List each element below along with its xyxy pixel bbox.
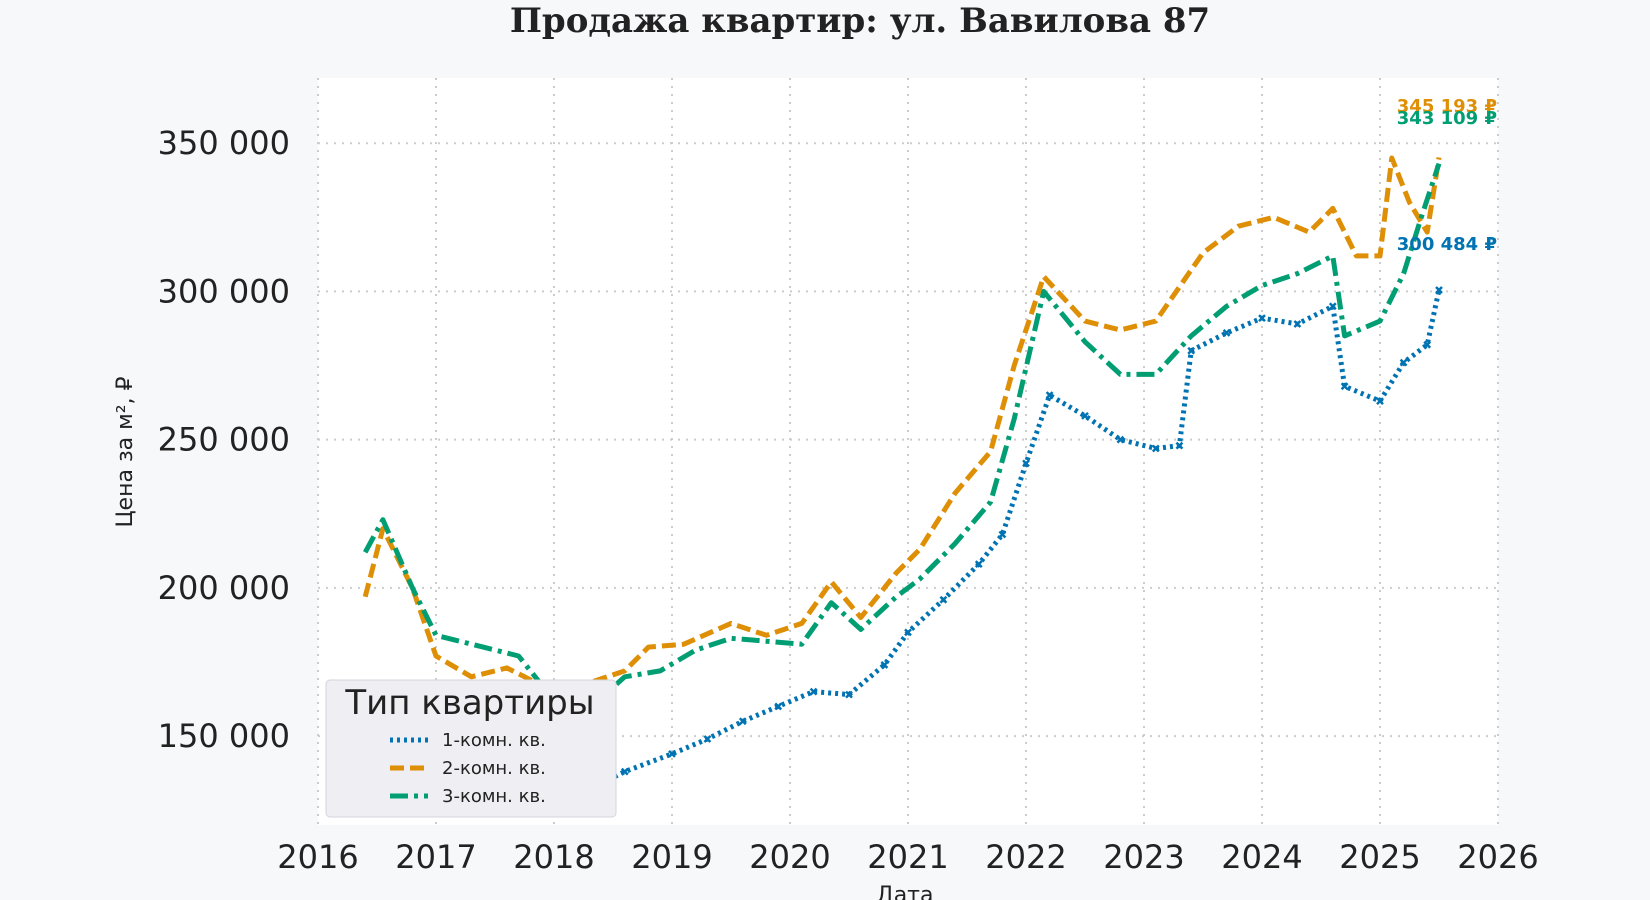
- series-point: [1293, 320, 1302, 328]
- series-point: [1222, 329, 1231, 337]
- legend-entry: 3-комн. кв.: [442, 786, 546, 807]
- series-point: [738, 717, 747, 726]
- end-value-label: 300 484 ₽: [1397, 234, 1497, 255]
- series-point: [1258, 314, 1266, 322]
- legend-entry: 2-комн. кв.: [442, 758, 546, 779]
- x-tick-label: 2023: [1103, 838, 1184, 876]
- x-tick-label: 2017: [395, 838, 476, 876]
- series-point: [1151, 444, 1160, 453]
- y-axis-label: Цена за м², ₽: [113, 376, 138, 527]
- x-tick-label: 2025: [1339, 838, 1420, 876]
- x-tick-label: 2022: [985, 838, 1066, 876]
- series-point: [1175, 441, 1184, 450]
- series-point: [703, 735, 712, 743]
- x-tick-label: 2016: [277, 838, 358, 876]
- x-tick-label: 2020: [749, 838, 830, 876]
- series-point: [1045, 391, 1054, 400]
- series-point: [620, 767, 629, 776]
- series-point: [1399, 358, 1408, 367]
- end-value-label: 343 109 ₽: [1397, 108, 1497, 129]
- tick-labels: 2016 2017 2018 2019 2020 2021 2022 2023 2024 2025…: [158, 124, 1539, 876]
- series-point: [904, 628, 912, 637]
- x-tick-label: 2019: [631, 838, 712, 876]
- legend-box: [325, 679, 617, 818]
- x-tick-label: 2024: [1221, 838, 1302, 876]
- y-tick-label: 350 000: [158, 124, 290, 162]
- chart-title: Продажа квартир: ул. Вавилова 87: [510, 1, 1210, 41]
- series-point: [1328, 302, 1337, 311]
- series-point: [845, 690, 853, 699]
- series-point: [974, 560, 983, 569]
- series-point: [668, 749, 676, 758]
- end-value-label: 345 193 ₽: [1397, 96, 1497, 117]
- series-point: [939, 595, 948, 604]
- y-tick-label: 300 000: [158, 272, 290, 310]
- series-point: [880, 661, 889, 669]
- series-point: [1081, 412, 1089, 420]
- series-point: [1376, 397, 1384, 405]
- x-tick-label: 2021: [867, 838, 948, 876]
- series-point: [1187, 346, 1196, 355]
- series-point: [998, 530, 1007, 539]
- series-point: [1340, 382, 1349, 391]
- series-point: [1435, 286, 1443, 294]
- legend-entry: 1-комн. кв.: [442, 730, 546, 751]
- y-tick-label: 200 000: [158, 569, 290, 607]
- series-point: [1022, 459, 1030, 468]
- x-tick-label: 2018: [513, 838, 594, 876]
- series-point: [774, 702, 783, 711]
- series-point: [1116, 435, 1125, 444]
- x-tick-label: 2026: [1457, 838, 1538, 876]
- end-value-labels: 300 484 ₽ 345 193 ₽343 109 ₽: [1397, 96, 1497, 255]
- series-point: [809, 687, 818, 696]
- x-axis-label: Дата: [877, 883, 934, 900]
- legend-title: Тип квартиры: [344, 683, 594, 723]
- series-point: [1423, 340, 1432, 349]
- y-tick-label: 150 000: [158, 717, 290, 755]
- y-tick-label: 250 000: [158, 421, 290, 459]
- legend: Тип квартиры 1-комн. кв. 2-комн. кв. 3-ком…: [325, 679, 617, 818]
